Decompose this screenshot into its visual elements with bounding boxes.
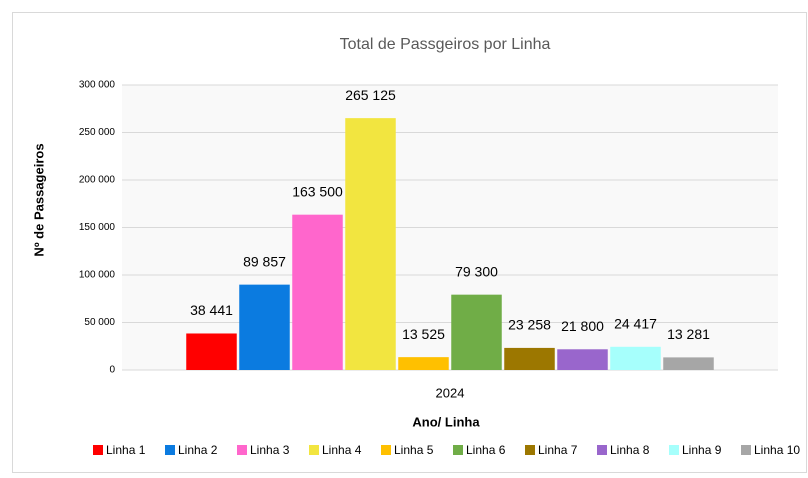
- value-label: 163 500: [292, 183, 343, 199]
- bar: [345, 118, 396, 370]
- legend-swatch: [165, 445, 175, 455]
- bar: [239, 284, 290, 370]
- legend-label: Linha 7: [538, 443, 578, 457]
- y-tick-label: 50 000: [84, 317, 115, 328]
- legend-label: Linha 5: [394, 443, 434, 457]
- legend-swatch: [237, 445, 247, 455]
- bar: [663, 357, 714, 370]
- bar: [504, 347, 555, 370]
- y-tick-label: 200 000: [79, 175, 116, 186]
- legend-label: Linha 9: [682, 443, 722, 457]
- bar: [398, 357, 449, 370]
- y-tick-label: 0: [109, 365, 115, 376]
- legend-swatch: [381, 445, 391, 455]
- value-label: 38 441: [190, 302, 233, 318]
- legend-label: Linha 3: [250, 443, 290, 457]
- value-label: 89 857: [243, 253, 286, 269]
- x-axis-title: Ano/ Linha: [412, 414, 480, 429]
- legend-swatch: [597, 445, 607, 455]
- legend-label: Linha 4: [322, 443, 362, 457]
- legend-label: Linha 1: [106, 443, 146, 457]
- chart-title: Total de Passgeiros por Linha: [340, 36, 551, 53]
- value-label: 13 525: [402, 326, 445, 342]
- legend-label: Linha 10: [754, 443, 800, 457]
- y-tick-label: 250 000: [79, 127, 116, 138]
- y-tick-label: 300 000: [79, 80, 116, 91]
- y-tick-label: 100 000: [79, 270, 116, 281]
- legend-swatch: [741, 445, 751, 455]
- value-label: 21 800: [561, 318, 604, 334]
- legend-label: Linha 6: [466, 443, 506, 457]
- legend-swatch: [453, 445, 463, 455]
- bar: [292, 214, 343, 370]
- y-tick-label: 150 000: [79, 222, 116, 233]
- legend-swatch: [309, 445, 319, 455]
- value-label: 79 300: [455, 263, 498, 279]
- legend-label: Linha 2: [178, 443, 218, 457]
- value-label: 23 258: [508, 317, 551, 333]
- legend-label: Linha 8: [610, 443, 650, 457]
- legend-swatch: [93, 445, 103, 455]
- x-tick-label: 2024: [436, 385, 465, 400]
- bar: [557, 349, 608, 370]
- legend-swatch: [525, 445, 535, 455]
- legend-swatch: [669, 445, 679, 455]
- bar: [186, 333, 237, 370]
- value-label: 13 281: [667, 326, 710, 342]
- bar: [451, 294, 502, 370]
- value-label: 24 417: [614, 316, 657, 332]
- value-label: 265 125: [345, 87, 396, 103]
- y-axis-title: Nº de Passageiros: [31, 143, 46, 256]
- bar: [610, 346, 661, 370]
